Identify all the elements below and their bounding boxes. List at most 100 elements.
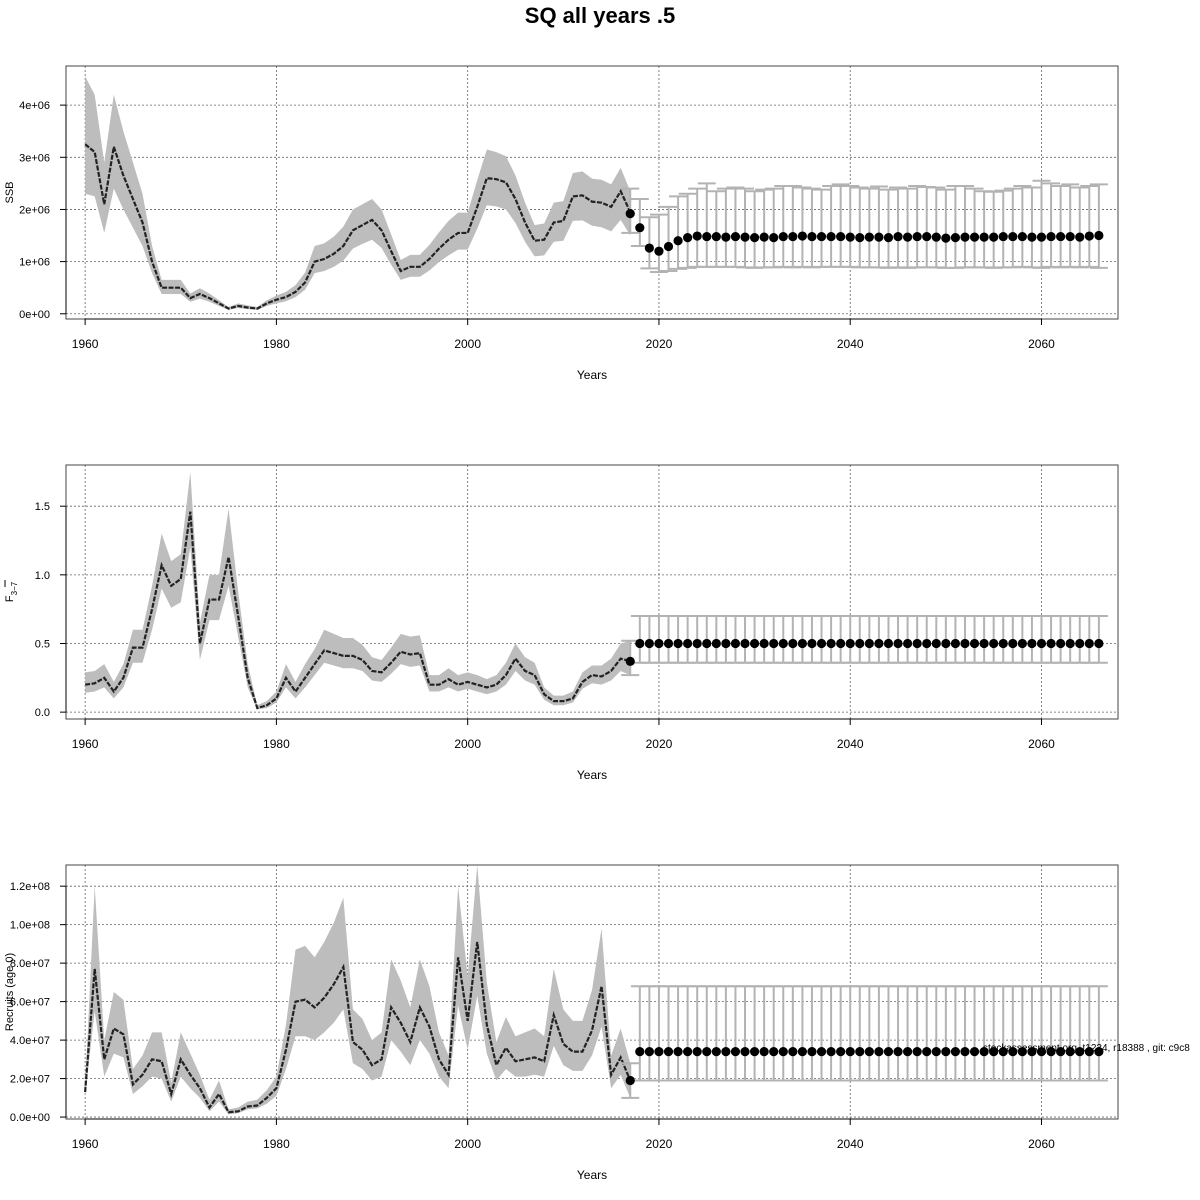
forecast-error-bar	[917, 186, 936, 269]
forecast-error-bar	[936, 985, 955, 1082]
y-tick-label: 0.5	[35, 638, 50, 650]
forecast-point	[759, 638, 769, 649]
forecast-point	[1056, 638, 1066, 649]
forecast-error-bar	[917, 985, 936, 1082]
forecast-error-bar	[1013, 184, 1032, 268]
forecast-error-bar	[716, 187, 735, 268]
forecast-point	[788, 231, 798, 242]
forecast-point	[1084, 231, 1094, 241]
forecast-point	[635, 638, 645, 649]
forecast-point	[1065, 1047, 1075, 1057]
x-tick-label: 2060	[1028, 1137, 1055, 1151]
forecast-error-bar	[1003, 985, 1022, 1082]
forecast-point	[702, 231, 712, 242]
forecast-point	[769, 233, 779, 243]
x-tick-label: 2020	[646, 337, 673, 351]
y-tick-label: 1.2e+08	[10, 881, 50, 893]
forecast-error-bar	[812, 188, 831, 268]
y-tick-label: 3e+06	[19, 152, 50, 164]
y-tick-label: 4.0e+07	[10, 1035, 50, 1047]
forecast-point	[941, 233, 951, 243]
forecast-point	[989, 1047, 999, 1057]
forecast-point	[1065, 231, 1075, 242]
forecast-error-bar	[649, 213, 668, 274]
forecast-error-bar	[640, 985, 659, 1082]
forecast-point	[673, 1047, 683, 1057]
forecast-point	[663, 1047, 674, 1057]
forecast-error-bar	[793, 985, 812, 1082]
y-tick-label: 1.0e+08	[10, 920, 50, 932]
forecast-point	[1094, 1047, 1104, 1057]
forecast-point	[1017, 231, 1027, 242]
forecast-error-bar	[1032, 179, 1051, 269]
forecast-point	[1056, 231, 1066, 242]
forecast-point	[912, 1047, 922, 1057]
forecast-error-bar	[707, 985, 726, 1082]
forecast-point	[654, 638, 664, 649]
forecast-point	[644, 1047, 654, 1057]
forecast-error-bar	[879, 985, 898, 1082]
forecast-error-bar	[783, 184, 802, 269]
forecast-error-bar	[736, 985, 755, 1082]
forecast-point	[730, 231, 741, 242]
forecast-point	[912, 638, 922, 649]
forecast-point	[1056, 1047, 1066, 1057]
forecast-error-bar	[889, 186, 908, 269]
forecast-point	[683, 638, 693, 649]
forecast-error-bar	[955, 184, 974, 269]
forecast-error-bar	[755, 985, 774, 1082]
forecast-point	[711, 231, 721, 242]
forecast-error-bar	[783, 985, 802, 1082]
forecast-point	[893, 1047, 903, 1057]
forecast-point	[883, 638, 894, 649]
forecast-point	[836, 1047, 846, 1057]
forecast-point	[740, 1047, 750, 1057]
forecast-error-bar	[1013, 985, 1032, 1082]
f-panel: 1960 1980 2000 2020 2040 2060 Years 0.0 0.5 1.0 1.…	[4, 464, 1119, 782]
forecast-point	[807, 1047, 817, 1057]
forecast-point	[721, 232, 731, 242]
forecast-error-bar	[955, 985, 974, 1082]
x-tick-label: 1980	[263, 1137, 290, 1151]
forecast-point	[931, 1047, 941, 1057]
forecast-point	[922, 231, 932, 242]
forecast-point	[960, 1047, 970, 1057]
y-axis-label-subscript: 3−7	[10, 581, 19, 595]
forecast-point	[941, 638, 951, 649]
forecast-point	[740, 232, 750, 242]
y-axis-label-base: F	[4, 595, 16, 602]
estimate-line	[84, 941, 632, 1114]
forecast-error-bar	[745, 190, 764, 269]
forecast-point	[845, 1047, 855, 1057]
forecast-point	[1017, 1047, 1027, 1057]
forecast-error-bar	[736, 187, 755, 269]
forecast-point	[625, 209, 635, 219]
y-tick-label: 4e+06	[19, 100, 50, 112]
forecast-error-bar	[869, 985, 888, 1082]
forecast-point	[749, 1047, 760, 1057]
forecast-point	[711, 1047, 721, 1057]
forecast-point	[797, 1047, 808, 1057]
x-axis-label: Years	[577, 368, 607, 382]
x-tick-label: 2020	[646, 737, 673, 751]
forecast-point	[654, 1047, 664, 1057]
forecast-error-bar	[898, 187, 917, 269]
forecast-error-bar	[1089, 183, 1108, 269]
forecast-point	[1027, 638, 1037, 649]
forecast-point	[778, 638, 788, 649]
x-tick-label: 2000	[454, 1137, 481, 1151]
x-tick-label: 1960	[72, 737, 99, 751]
forecast-point	[826, 638, 836, 649]
forecast-error-bar	[908, 184, 927, 269]
forecast-error-bar	[812, 985, 831, 1082]
x-tick-label: 1980	[263, 337, 290, 351]
forecast-point	[864, 638, 874, 649]
forecast-point	[1094, 230, 1104, 241]
forecast-error-bar	[745, 985, 764, 1082]
y-tick-label: 1e+06	[19, 257, 50, 269]
forecast-error-bar	[726, 985, 745, 1082]
forecast-point	[797, 638, 808, 649]
y-tick-label: 6.0e+07	[10, 997, 50, 1009]
x-tick-label: 2060	[1028, 337, 1055, 351]
confidence-band	[85, 76, 631, 310]
